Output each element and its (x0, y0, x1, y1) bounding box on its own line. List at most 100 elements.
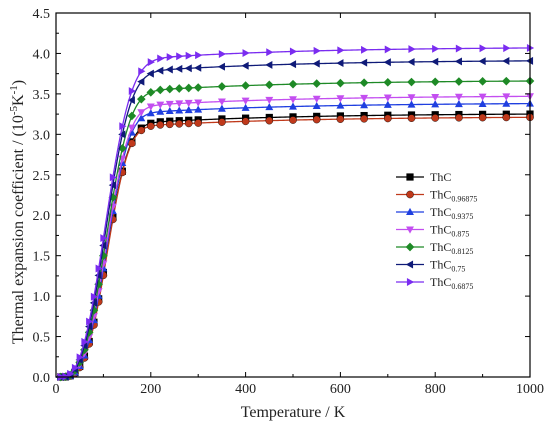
legend-marker (405, 260, 414, 269)
series-3 (56, 93, 534, 382)
data-point (313, 46, 321, 55)
data-point (431, 57, 439, 66)
data-point (194, 63, 202, 72)
y-tick-label: 1.5 (33, 250, 51, 265)
y-axis-title: Thermal expansion coefficient / (10-5K-1… (8, 80, 27, 344)
legend-entry-0: ThC (396, 170, 451, 184)
data-point (76, 353, 84, 362)
legend-label: ThC0.8125 (430, 240, 473, 256)
legend-label: ThC0.9375 (430, 205, 473, 221)
legend: ThCThC0.96875ThC0.9375ThC0.875ThC0.8125T… (396, 170, 477, 291)
data-point (185, 51, 193, 60)
data-point (266, 48, 274, 57)
x-tick-label: 800 (425, 382, 446, 397)
data-point (383, 78, 393, 87)
x-tick-label: 400 (235, 382, 256, 397)
legend-label-subscript: 0.9375 (451, 212, 473, 221)
data-point (430, 77, 440, 87)
data-point (265, 60, 273, 69)
data-point (265, 116, 274, 125)
legend-marker (406, 173, 414, 181)
legend-entry-5: ThC0.75 (396, 258, 465, 274)
y-title-sup1: -5 (8, 105, 20, 115)
data-point (194, 119, 202, 127)
data-point (90, 292, 99, 301)
data-point (195, 51, 203, 60)
y-tick-label: 0.0 (33, 371, 51, 386)
legend-marker (406, 190, 414, 199)
legend-entry-4: ThC0.8125 (396, 240, 473, 256)
data-point (95, 264, 103, 273)
data-point (184, 105, 193, 114)
data-point (137, 109, 146, 117)
legend-entry-1: ThC0.96875 (396, 188, 477, 204)
legend-label-base: ThC (430, 258, 451, 272)
data-point (337, 46, 345, 55)
data-point (67, 369, 75, 378)
y-tick-label: 2.0 (33, 209, 51, 224)
data-point (146, 103, 155, 111)
y-tick-label: 4.5 (33, 7, 51, 22)
data-point (146, 109, 155, 117)
data-point (137, 126, 146, 135)
data-point (502, 99, 511, 107)
series-5 (56, 56, 534, 381)
data-point (454, 93, 463, 101)
data-point (431, 93, 440, 102)
data-point (193, 83, 203, 92)
y-tick-label: 0.5 (33, 331, 51, 346)
legend-label: ThC0.75 (430, 258, 465, 274)
data-point (165, 65, 173, 74)
data-point (137, 114, 146, 122)
data-point (146, 122, 155, 130)
data-point (289, 96, 297, 104)
data-point (478, 77, 487, 86)
data-point (176, 52, 184, 61)
data-point (312, 59, 320, 68)
series-layer (56, 43, 535, 382)
axes: 0 200 400 600 800 1000 0.0 0.5 1.0 1.5 2.0 2.5 3.0 3.… (33, 7, 545, 397)
data-point (408, 45, 416, 54)
y-tick-label: 4.0 (33, 47, 51, 62)
data-point (383, 114, 392, 123)
data-point (165, 84, 175, 94)
data-point (241, 103, 250, 111)
legend-label-subscript: 0.75 (451, 265, 465, 274)
y-tick-label: 3.0 (33, 128, 51, 143)
data-point (479, 44, 487, 53)
data-point (359, 78, 369, 88)
legend-label-base: ThC (430, 205, 451, 219)
data-point (383, 94, 392, 102)
data-point (165, 120, 174, 129)
legend-label: ThC (430, 170, 451, 184)
data-point (175, 100, 184, 108)
data-point (407, 100, 416, 108)
legend-marker (406, 207, 414, 216)
data-point (289, 102, 297, 110)
data-point (359, 58, 368, 67)
data-point (217, 62, 225, 71)
data-point (109, 173, 118, 182)
data-point (165, 100, 174, 109)
data-point (138, 67, 146, 76)
data-point (175, 106, 184, 114)
legend-label-base: ThC (430, 240, 451, 254)
data-point (336, 95, 345, 103)
data-point (217, 82, 227, 91)
legend-entry-2: ThC0.9375 (396, 205, 473, 221)
data-point (478, 93, 487, 101)
data-point (360, 114, 368, 123)
series-4 (56, 76, 535, 382)
data-point (336, 115, 345, 123)
data-point (312, 95, 321, 103)
data-point (137, 94, 146, 104)
data-point (147, 58, 155, 67)
data-point (217, 98, 226, 106)
data-point (501, 76, 511, 86)
legend-label-base: ThC (430, 223, 451, 237)
data-point (184, 83, 194, 93)
legend-label-subscript: 0.96875 (451, 195, 477, 204)
data-point (184, 99, 193, 108)
data-point (407, 94, 416, 102)
legend-label: ThC0.6875 (430, 275, 473, 291)
